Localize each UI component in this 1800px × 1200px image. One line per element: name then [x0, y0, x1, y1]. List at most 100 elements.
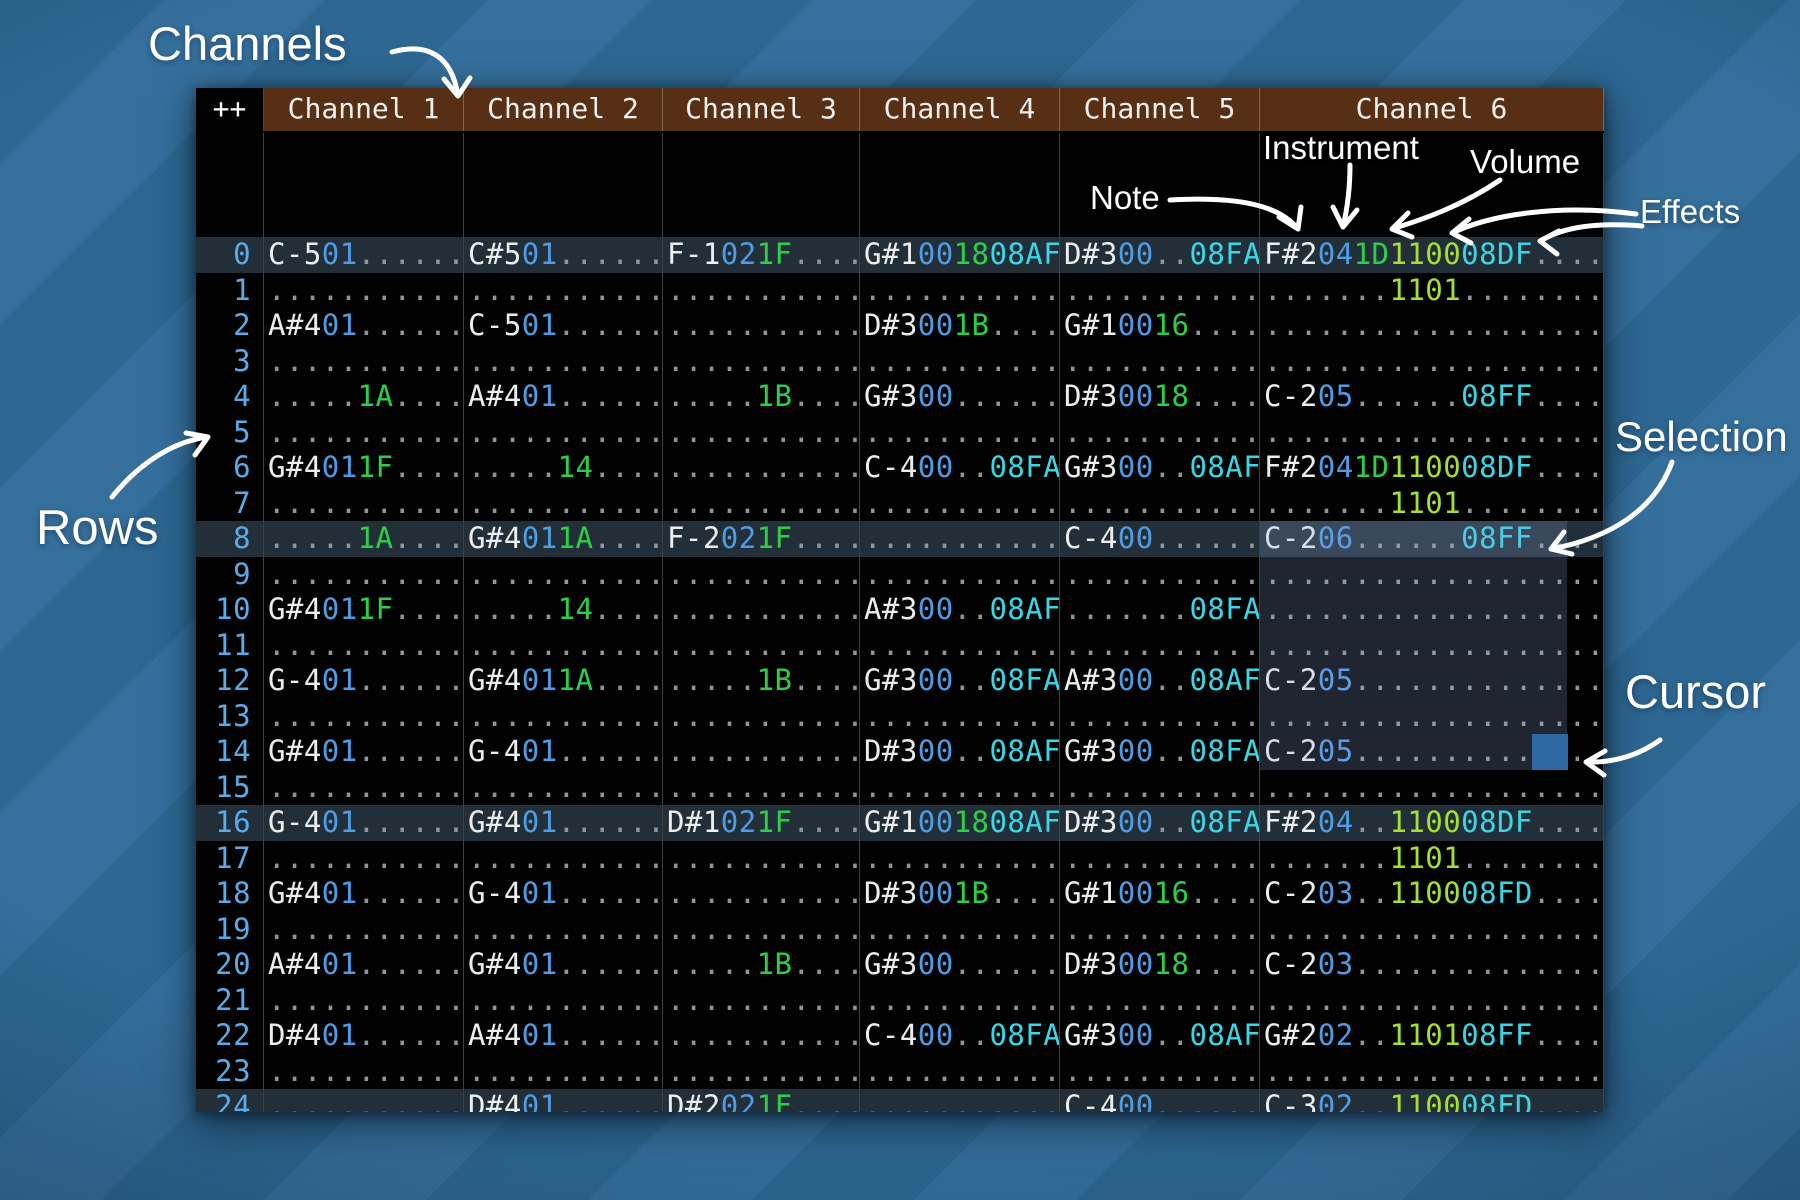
channel-header-4[interactable]: Channel 4 [860, 88, 1060, 131]
pattern-cell-ch1[interactable]: G-401...... [264, 663, 464, 699]
pattern-cell-ch3[interactable]: .....1B.... [663, 379, 860, 415]
pattern-cell-ch2[interactable]: ........... [464, 556, 663, 592]
pattern-cell-ch4[interactable]: ........... [860, 1089, 1060, 1112]
pattern-cell-ch3[interactable]: ........... [663, 734, 860, 770]
pattern-cell-ch4[interactable]: ........... [860, 769, 1060, 805]
pattern-cell-ch2[interactable]: A#401...... [464, 379, 663, 415]
pattern-cell-ch4[interactable]: ........... [860, 556, 1060, 592]
pattern-cell-ch5[interactable]: ........... [1060, 982, 1260, 1018]
pattern-cell-ch5[interactable]: G#10016.... [1060, 308, 1260, 344]
pattern-cell-ch2[interactable]: G-401...... [464, 734, 663, 770]
pattern-cell-ch5[interactable]: G#300..08AF [1060, 450, 1260, 486]
pattern-cell-ch5[interactable]: ........... [1060, 485, 1260, 521]
pattern-cell-ch6[interactable]: C-203.............. [1260, 947, 1604, 983]
pattern-cell-ch6[interactable]: .......1101........ [1260, 272, 1604, 308]
pattern-cell-ch1[interactable]: ........... [264, 840, 464, 876]
pattern-cell-ch6[interactable]: C-302..110008FD.... [1260, 1089, 1604, 1112]
edit-cursor[interactable] [1532, 734, 1568, 770]
pattern-cell-ch3[interactable]: .....1B.... [663, 663, 860, 699]
pattern-cell-ch3[interactable]: .....1B.... [663, 947, 860, 983]
pattern-cell-ch4[interactable]: G#300..08FA [860, 663, 1060, 699]
pattern-cell-ch4[interactable]: ........... [860, 840, 1060, 876]
pattern-cell-ch4[interactable]: ........... [860, 698, 1060, 734]
pattern-cell-ch2[interactable]: G-401...... [464, 876, 663, 912]
pattern-cell-ch1[interactable]: A#401...... [264, 308, 464, 344]
pattern-cell-ch3[interactable]: F-1021F.... [663, 237, 860, 273]
pattern-cell-ch1[interactable]: ........... [264, 485, 464, 521]
pattern-cell-ch2[interactable]: A#401...... [464, 1018, 663, 1054]
pattern-cell-ch1[interactable]: G#4011F.... [264, 592, 464, 628]
pattern-cell-ch5[interactable]: ........... [1060, 911, 1260, 947]
pattern-cell-ch2[interactable]: ........... [464, 911, 663, 947]
pattern-cell-ch4[interactable]: G#1001808AF [860, 805, 1060, 841]
pattern-cell-ch5[interactable]: ........... [1060, 1053, 1260, 1089]
pattern-cell-ch5[interactable]: ........... [1060, 627, 1260, 663]
pattern-cell-ch6[interactable]: ................... [1260, 592, 1604, 628]
pattern-cell-ch5[interactable]: ........... [1060, 556, 1260, 592]
pattern-cell-ch2[interactable]: G#401...... [464, 805, 663, 841]
pattern-cell-ch6[interactable]: ................... [1260, 343, 1604, 379]
channel-header-5[interactable]: Channel 5 [1060, 88, 1260, 131]
pattern-cell-ch1[interactable]: ........... [264, 698, 464, 734]
pattern-cell-ch1[interactable]: G-401...... [264, 805, 464, 841]
pattern-cell-ch6[interactable]: ................... [1260, 1053, 1604, 1089]
pattern-cell-ch6[interactable]: F#204..110008DF.... [1260, 805, 1604, 841]
pattern-cell-ch4[interactable]: D#3001B.... [860, 876, 1060, 912]
pattern-cell-ch2[interactable]: .....14.... [464, 592, 663, 628]
pattern-cell-ch1[interactable]: ........... [264, 556, 464, 592]
pattern-cell-ch5[interactable]: D#30018.... [1060, 947, 1260, 983]
pattern-cell-ch2[interactable]: ........... [464, 272, 663, 308]
pattern-cell-ch1[interactable]: ........... [264, 627, 464, 663]
pattern-cell-ch2[interactable]: ........... [464, 840, 663, 876]
pattern-cell-ch3[interactable]: ........... [663, 592, 860, 628]
pattern-cell-ch2[interactable]: ........... [464, 414, 663, 450]
pattern-cell-ch3[interactable]: ........... [663, 272, 860, 308]
pattern-cell-ch4[interactable]: D#3001B.... [860, 308, 1060, 344]
pattern-cell-ch5[interactable]: G#300..08FA [1060, 734, 1260, 770]
channel-header-2[interactable]: Channel 2 [464, 88, 663, 131]
pattern-cell-ch1[interactable]: ........... [264, 1089, 464, 1112]
pattern-cell-ch3[interactable]: ........... [663, 485, 860, 521]
pattern-cell-ch6[interactable]: G#202..110108FF.... [1260, 1018, 1604, 1054]
pattern-cell-ch1[interactable]: A#401...... [264, 947, 464, 983]
pattern-cell-ch6[interactable]: ................... [1260, 911, 1604, 947]
pattern-cell-ch4[interactable]: D#300..08AF [860, 734, 1060, 770]
pattern-cell-ch4[interactable]: ........... [860, 414, 1060, 450]
pattern-cell-ch6[interactable]: F#2041D110008DF.... [1260, 237, 1604, 273]
pattern-cell-ch3[interactable]: ........... [663, 1053, 860, 1089]
pattern-cell-ch6[interactable]: ................... [1260, 627, 1604, 663]
channel-header-3[interactable]: Channel 3 [663, 88, 860, 131]
pattern-cell-ch1[interactable]: ........... [264, 769, 464, 805]
pattern-cell-ch5[interactable]: A#300..08AF [1060, 663, 1260, 699]
pattern-cell-ch6[interactable]: C-206......08FF.... [1260, 521, 1604, 557]
pattern-cell-ch6[interactable]: .......1101........ [1260, 840, 1604, 876]
pattern-cell-ch6[interactable]: .......1101........ [1260, 485, 1604, 521]
pattern-cell-ch5[interactable]: D#30018.... [1060, 379, 1260, 415]
pattern-cell-ch4[interactable]: ........... [860, 272, 1060, 308]
pattern-cell-ch6[interactable]: ................... [1260, 556, 1604, 592]
pattern-cell-ch6[interactable]: ................... [1260, 414, 1604, 450]
pattern-cell-ch6[interactable]: ................... [1260, 982, 1604, 1018]
pattern-cell-ch5[interactable]: ........... [1060, 343, 1260, 379]
pattern-cell-ch6[interactable]: F#2041D110008DF.... [1260, 450, 1604, 486]
pattern-cell-ch3[interactable]: ........... [663, 308, 860, 344]
pattern-cell-ch2[interactable]: G#401...... [464, 947, 663, 983]
pattern-cell-ch1[interactable]: C-501...... [264, 237, 464, 273]
pattern-cell-ch3[interactable]: ........... [663, 450, 860, 486]
pattern-cell-ch2[interactable]: C#501...... [464, 237, 663, 273]
pattern-cell-ch3[interactable]: ........... [663, 698, 860, 734]
pattern-cell-ch1[interactable]: .....1A.... [264, 521, 464, 557]
pattern-cell-ch5[interactable]: ........... [1060, 272, 1260, 308]
pattern-cell-ch5[interactable]: ........... [1060, 769, 1260, 805]
pattern-cell-ch5[interactable]: ........... [1060, 414, 1260, 450]
pattern-cell-ch5[interactable]: ........... [1060, 698, 1260, 734]
pattern-cell-ch1[interactable]: ........... [264, 911, 464, 947]
pattern-cell-ch3[interactable]: D#2021F.... [663, 1089, 860, 1112]
pattern-cell-ch5[interactable]: G#10016.... [1060, 876, 1260, 912]
pattern-cell-ch4[interactable]: ........... [860, 911, 1060, 947]
pattern-cell-ch4[interactable]: ........... [860, 982, 1060, 1018]
pattern-cell-ch4[interactable]: A#300..08AF [860, 592, 1060, 628]
pattern-cell-ch5[interactable]: D#300..08FA [1060, 805, 1260, 841]
pattern-cell-ch6[interactable]: C-203..110008FD.... [1260, 876, 1604, 912]
channel-header-1[interactable]: Channel 1 [264, 88, 464, 131]
